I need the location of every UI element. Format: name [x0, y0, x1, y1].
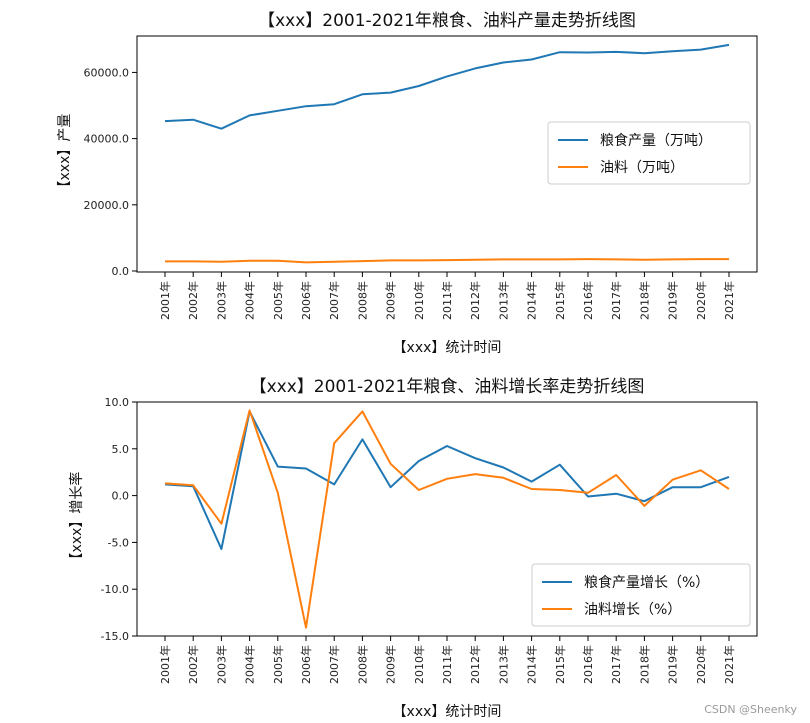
x-tick-label: 2009年 — [384, 645, 398, 684]
x-tick-label: 2020年 — [694, 281, 708, 320]
x-tick-label: 2004年 — [243, 645, 257, 684]
x-tick-label: 2021年 — [722, 281, 736, 320]
chart-title: 【xxx】2001-2021年粮食、油料产量走势折线图 — [258, 11, 636, 31]
x-tick-label: 2010年 — [412, 281, 426, 320]
y-tick-label: 0.0 — [112, 265, 130, 278]
x-tick-label: 2020年 — [694, 645, 708, 684]
x-tick-label: 2014年 — [525, 281, 539, 320]
x-tick-label: 2011年 — [440, 645, 454, 684]
x-tick-label: 2009年 — [384, 281, 398, 320]
series-line-2 — [164, 409, 730, 629]
x-tick-label: 2013年 — [496, 645, 510, 684]
x-tick-label: 2017年 — [609, 645, 623, 684]
x-tick-label: 2016年 — [581, 281, 595, 320]
x-tick-label: 2010年 — [412, 645, 426, 684]
x-tick-label: 2015年 — [553, 645, 567, 684]
x-tick-label: 2012年 — [468, 281, 482, 320]
legend-label: 油料（万吨） — [600, 160, 684, 176]
x-axis-label: 【xxx】统计时间 — [393, 340, 502, 356]
legend-label: 粮食产量增长（%） — [584, 574, 709, 591]
growth-rate-chart: 【xxx】2001-2021年粮食、油料增长率走势折线图 -15.0 -10.0 -5… — [68, 377, 758, 720]
series-line-1 — [164, 410, 730, 550]
y-tick-label: 60000.0 — [84, 66, 130, 79]
x-tick-label: 2018年 — [637, 645, 651, 684]
production-chart: 【xxx】2001-2021年粮食、油料产量走势折线图 0.0 20000.0 400… — [57, 11, 758, 356]
series-line-1 — [164, 43, 730, 130]
x-tick-label: 2008年 — [355, 281, 369, 320]
legend-box — [547, 121, 751, 185]
y-tick-label: -5.0 — [108, 536, 129, 549]
series-line-2 — [165, 258, 729, 264]
x-tick-label: 2008年 — [355, 645, 369, 684]
x-tick-label: 2006年 — [299, 645, 313, 684]
legend-label: 油料增长（%） — [584, 602, 681, 618]
legend-label: 粮食产量（万吨） — [600, 132, 712, 149]
x-axis-label: 【xxx】统计时间 — [393, 704, 502, 720]
x-tick-label: 2021年 — [722, 645, 736, 684]
x-tick-label: 2007年 — [327, 645, 341, 684]
legend-box — [531, 563, 751, 627]
x-tick-label: 2014年 — [525, 645, 539, 684]
x-tick-label: 2011年 — [440, 281, 454, 320]
y-tick-label: 5.0 — [112, 443, 130, 456]
x-tick-label: 2004年 — [243, 281, 257, 320]
x-tick-label: 2005年 — [271, 281, 285, 320]
x-tick-label: 2019年 — [666, 281, 680, 320]
y-tick-label: 20000.0 — [84, 199, 130, 212]
y-axis-label: 【xxx】增长率 — [68, 472, 85, 567]
x-tick-label: 2006年 — [299, 281, 313, 320]
x-tick-label: 2001年 — [158, 645, 172, 684]
y-tick-label: 10.0 — [105, 396, 130, 409]
x-tick-label: 2002年 — [186, 645, 200, 684]
y-tick-label: -10.0 — [101, 583, 129, 596]
x-tick-label: 2001年 — [158, 281, 172, 320]
x-tick-label: 2002年 — [186, 281, 200, 320]
x-tick-label: 2012年 — [468, 645, 482, 684]
chart-title: 【xxx】2001-2021年粮食、油料增长率走势折线图 — [250, 377, 645, 397]
x-tick-label: 2015年 — [553, 281, 567, 320]
x-tick-label: 2003年 — [214, 645, 228, 684]
x-tick-label: 2019年 — [666, 645, 680, 684]
y-tick-label: 0.0 — [112, 490, 130, 503]
x-tick-label: 2018年 — [637, 281, 651, 320]
y-tick-label: 40000.0 — [84, 133, 130, 146]
x-tick-label: 2013年 — [496, 281, 510, 320]
watermark: CSDN @Sheenky — [704, 703, 797, 716]
y-tick-label: -15.0 — [101, 630, 129, 643]
x-tick-label: 2003年 — [214, 281, 228, 320]
y-axis-label: 【xxx】产量 — [57, 114, 73, 195]
x-tick-label: 2007年 — [327, 281, 341, 320]
x-tick-label: 2016年 — [581, 645, 595, 684]
x-tick-label: 2005年 — [271, 645, 285, 684]
x-tick-label: 2017年 — [609, 281, 623, 320]
